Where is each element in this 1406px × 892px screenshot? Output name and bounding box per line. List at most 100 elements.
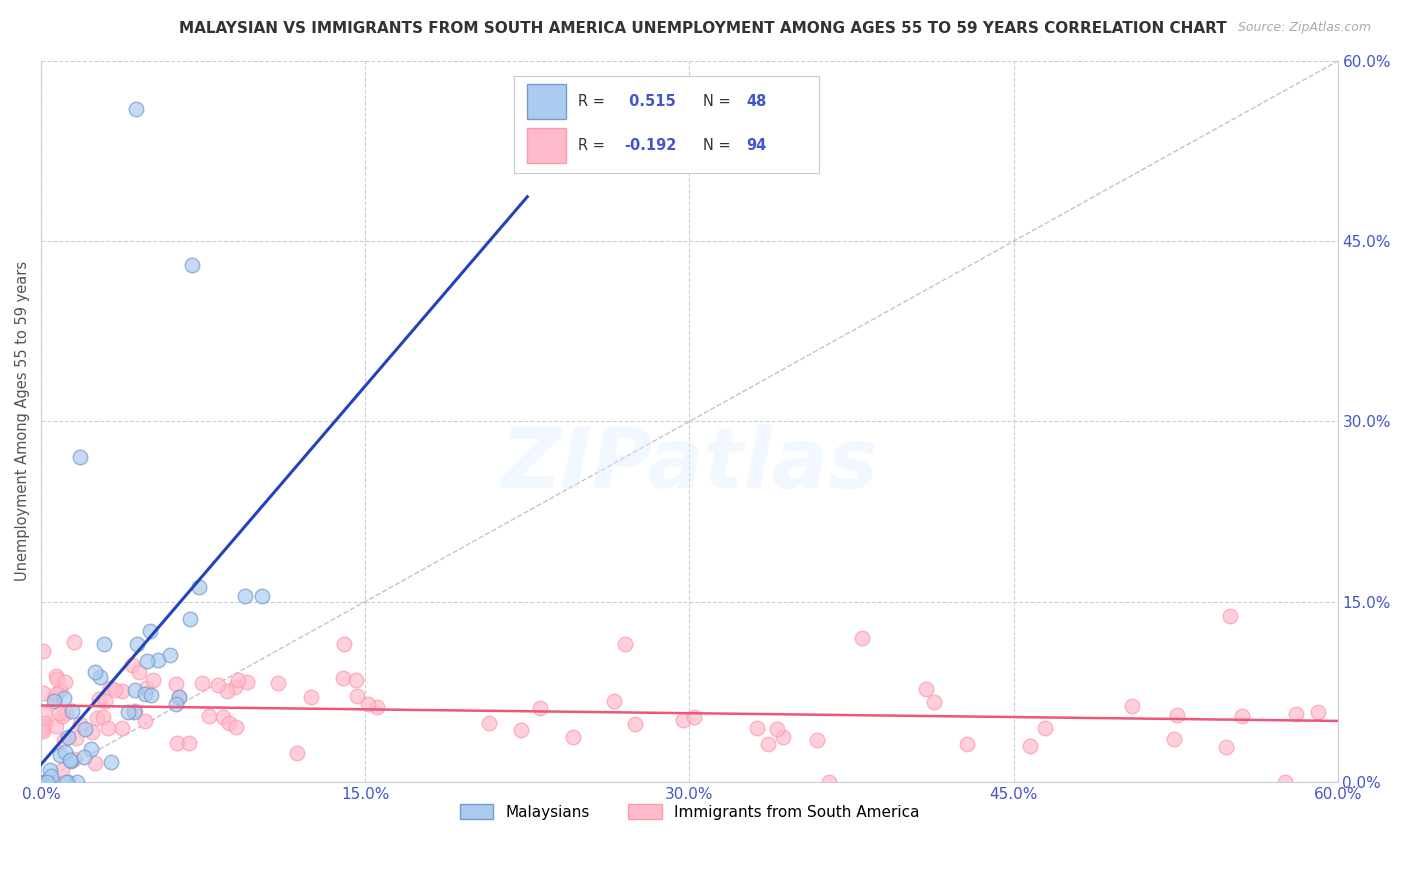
Point [55, 774, 77, 789]
Point [818, 774, 841, 789]
Point [745, 722, 768, 736]
Point [94, 694, 117, 708]
Point [179, 736, 201, 750]
Y-axis label: Unemployment Among Ages 55 to 59 years: Unemployment Among Ages 55 to 59 years [15, 261, 30, 582]
Point [226, 673, 249, 687]
Point [344, 673, 367, 688]
Point [672, 714, 695, 728]
Point [63, 752, 86, 766]
Point [217, 684, 239, 698]
Point [1121, 699, 1143, 714]
Point [613, 636, 636, 650]
Point [87, 691, 110, 706]
Point [32, 724, 55, 739]
Point [510, 723, 533, 738]
Point [1033, 721, 1056, 735]
Point [141, 688, 163, 702]
Point [167, 690, 190, 704]
Point [51, 709, 73, 723]
Point [39, 769, 62, 783]
Point [65, 731, 87, 745]
Point [187, 580, 209, 594]
Point [42, 774, 65, 789]
Point [207, 678, 229, 692]
Point [34, 774, 56, 789]
Point [1018, 739, 1040, 753]
Text: MALAYSIAN VS IMMIGRANTS FROM SOUTH AMERICA UNEMPLOYMENT AMONG AGES 55 TO 59 YEAR: MALAYSIAN VS IMMIGRANTS FROM SOUTH AMERI… [179, 21, 1227, 36]
Point [56, 774, 79, 789]
Point [134, 714, 156, 728]
Point [127, 637, 149, 651]
Point [682, 710, 704, 724]
Point [51, 763, 73, 777]
Point [623, 717, 645, 731]
Point [84, 665, 107, 680]
Point [772, 730, 794, 744]
Point [91, 710, 114, 724]
Point [46, 673, 69, 687]
Point [89, 670, 111, 684]
Point [756, 737, 779, 751]
Point [124, 683, 146, 698]
Point [181, 258, 204, 272]
Point [169, 690, 191, 704]
Point [224, 680, 246, 694]
Point [34, 716, 56, 731]
Point [1219, 609, 1241, 624]
Point [93, 637, 115, 651]
Point [1163, 731, 1185, 746]
Point [956, 738, 979, 752]
Point [1215, 739, 1237, 754]
Point [135, 681, 157, 696]
Point [34, 718, 56, 732]
Point [159, 648, 181, 662]
Point [124, 705, 146, 719]
Point [104, 682, 127, 697]
Point [191, 676, 214, 690]
Point [55, 706, 77, 721]
Point [212, 710, 235, 724]
Point [165, 697, 187, 711]
Point [34, 774, 56, 789]
Point [35, 774, 58, 789]
Point [287, 747, 309, 761]
Point [34, 774, 56, 789]
Point [49, 748, 72, 763]
Point [124, 704, 146, 718]
Point [235, 589, 257, 603]
Point [138, 624, 160, 639]
Point [529, 701, 551, 715]
Point [603, 694, 626, 708]
Text: ZIPatlas: ZIPatlas [501, 424, 879, 505]
Point [32, 644, 55, 658]
Point [179, 612, 201, 626]
Point [198, 709, 221, 723]
Point [922, 696, 945, 710]
Point [45, 719, 67, 733]
Point [48, 706, 70, 720]
Point [356, 697, 378, 711]
Legend: Malaysians, Immigrants from South America: Malaysians, Immigrants from South Americ… [453, 797, 925, 826]
Point [97, 721, 120, 735]
Point [69, 716, 91, 731]
Point [117, 705, 139, 719]
Point [53, 732, 76, 747]
Point [135, 654, 157, 668]
Point [62, 635, 84, 649]
Point [45, 669, 67, 683]
Point [39, 763, 62, 777]
Point [1166, 708, 1188, 723]
Point [80, 725, 103, 739]
Point [60, 704, 83, 718]
Point [56, 730, 79, 744]
Point [44, 694, 66, 708]
Point [32, 723, 55, 737]
Point [332, 671, 354, 685]
Point [121, 657, 143, 672]
Point [128, 665, 150, 680]
Point [236, 674, 259, 689]
Point [165, 677, 187, 691]
Point [34, 774, 56, 789]
Point [34, 706, 56, 721]
Point [32, 720, 55, 734]
